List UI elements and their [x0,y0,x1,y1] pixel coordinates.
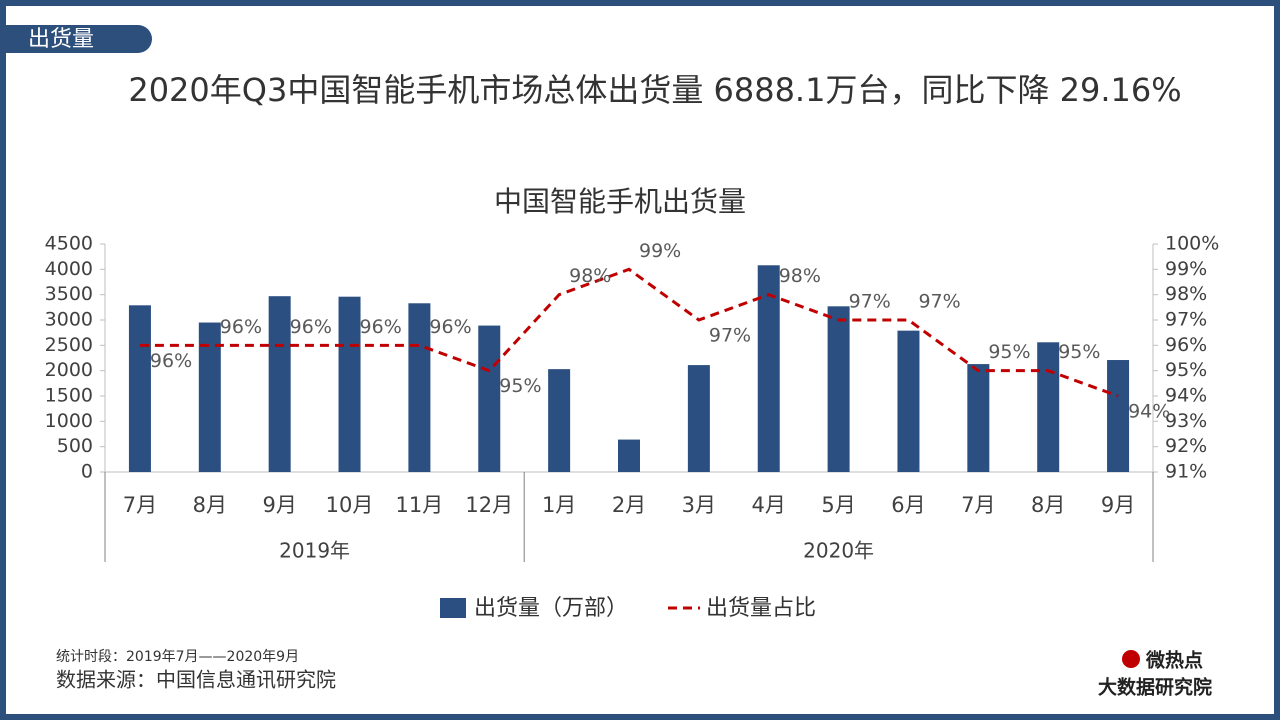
legend-label: 出货量（万部） [474,596,628,621]
y2-tick-label: 97% [1165,309,1207,331]
data-label: 96% [220,316,262,338]
tag: 出货量 [28,27,94,52]
y2-tick-label: 100% [1165,233,1219,255]
data-label: 96% [360,316,402,338]
bar [408,303,431,472]
data-label: 94% [1128,401,1170,423]
legend-swatch [440,598,466,618]
data-label: 96% [290,316,332,338]
bar [268,296,291,472]
bar [827,306,850,472]
logo-icon [1122,650,1140,668]
y-tick-label: 2500 [45,334,93,356]
x-tick-label: 4月 [752,493,786,517]
data-label: 95% [499,375,541,397]
line [139,267,1119,398]
data-label: 96% [429,316,471,338]
data-label: 98% [569,265,611,287]
group-label: 2020年 [803,539,874,563]
y2-tick-label: 99% [1165,258,1207,280]
bar [338,296,361,472]
data-label: 95% [1058,341,1100,363]
bar [198,322,221,472]
bar [478,325,501,472]
legend-label: 出货量占比 [706,596,816,621]
data-label: 97% [849,291,891,313]
x-tick-label: 11月 [396,493,444,517]
y2-tick-label: 91% [1165,461,1207,483]
headline: 2020年Q3中国智能手机市场总体出货量 6888.1万台，同比下降 29.16… [128,71,1181,109]
y2-tick-label: 98% [1165,283,1207,305]
logo-bottom: 大数据研究院 [1098,676,1212,699]
x-tick-label: 9月 [1101,493,1135,517]
y-tick-label: 2000 [45,359,93,381]
bar [967,364,990,472]
data-label: 99% [639,240,681,262]
y-tick-label: 3000 [45,309,93,331]
data-label: 95% [988,341,1030,363]
data-label: 97% [918,291,960,313]
group-label: 2019年 [279,539,350,563]
x-tick-label: 9月 [262,493,296,517]
y2-tick-label: 95% [1165,359,1207,381]
bar [687,365,710,472]
logo-top: 微热点 [1145,649,1203,672]
y2-tick-label: 96% [1165,334,1207,356]
y-tick-label: 500 [57,435,93,457]
tag-bg [6,25,152,53]
x-tick-label: 3月 [682,493,716,517]
x-tick-label: 8月 [193,493,227,517]
y-tick-label: 4000 [45,258,93,280]
x-tick-label: 1月 [542,493,576,517]
chart-title: 中国智能手机出货量 [494,185,746,218]
bar [757,265,780,472]
y2-tick-label: 94% [1165,385,1207,407]
bar [1107,360,1130,472]
y-tick-label: 1000 [45,410,93,432]
bar [1037,342,1060,472]
y-tick-label: 0 [81,461,93,483]
x-tick-label: 5月 [821,493,855,517]
y-tick-label: 4500 [45,233,93,255]
x-tick-label: 2月 [612,493,646,517]
x-tick-label: 10月 [326,493,374,517]
y-tick-label: 1500 [45,385,93,407]
y2-tick-label: 93% [1165,410,1207,432]
y2-tick-label: 92% [1165,435,1207,457]
bar [618,439,640,472]
x-tick-label: 12月 [465,493,513,517]
x-tick-label: 7月 [123,493,157,517]
period-note: 统计时段：2019年7月——2020年9月 [56,649,299,665]
data-label: 96% [150,350,192,372]
x-tick-label: 7月 [961,493,995,517]
bar [897,330,920,472]
data-label: 98% [779,265,821,287]
source-note: 数据来源：中国信息通讯研究院 [56,668,336,692]
x-tick-label: 8月 [1031,493,1065,517]
data-label: 97% [709,325,751,347]
y-tick-label: 3500 [45,283,93,305]
x-tick-label: 6月 [891,493,925,517]
bar [128,305,151,472]
bar [548,369,571,472]
